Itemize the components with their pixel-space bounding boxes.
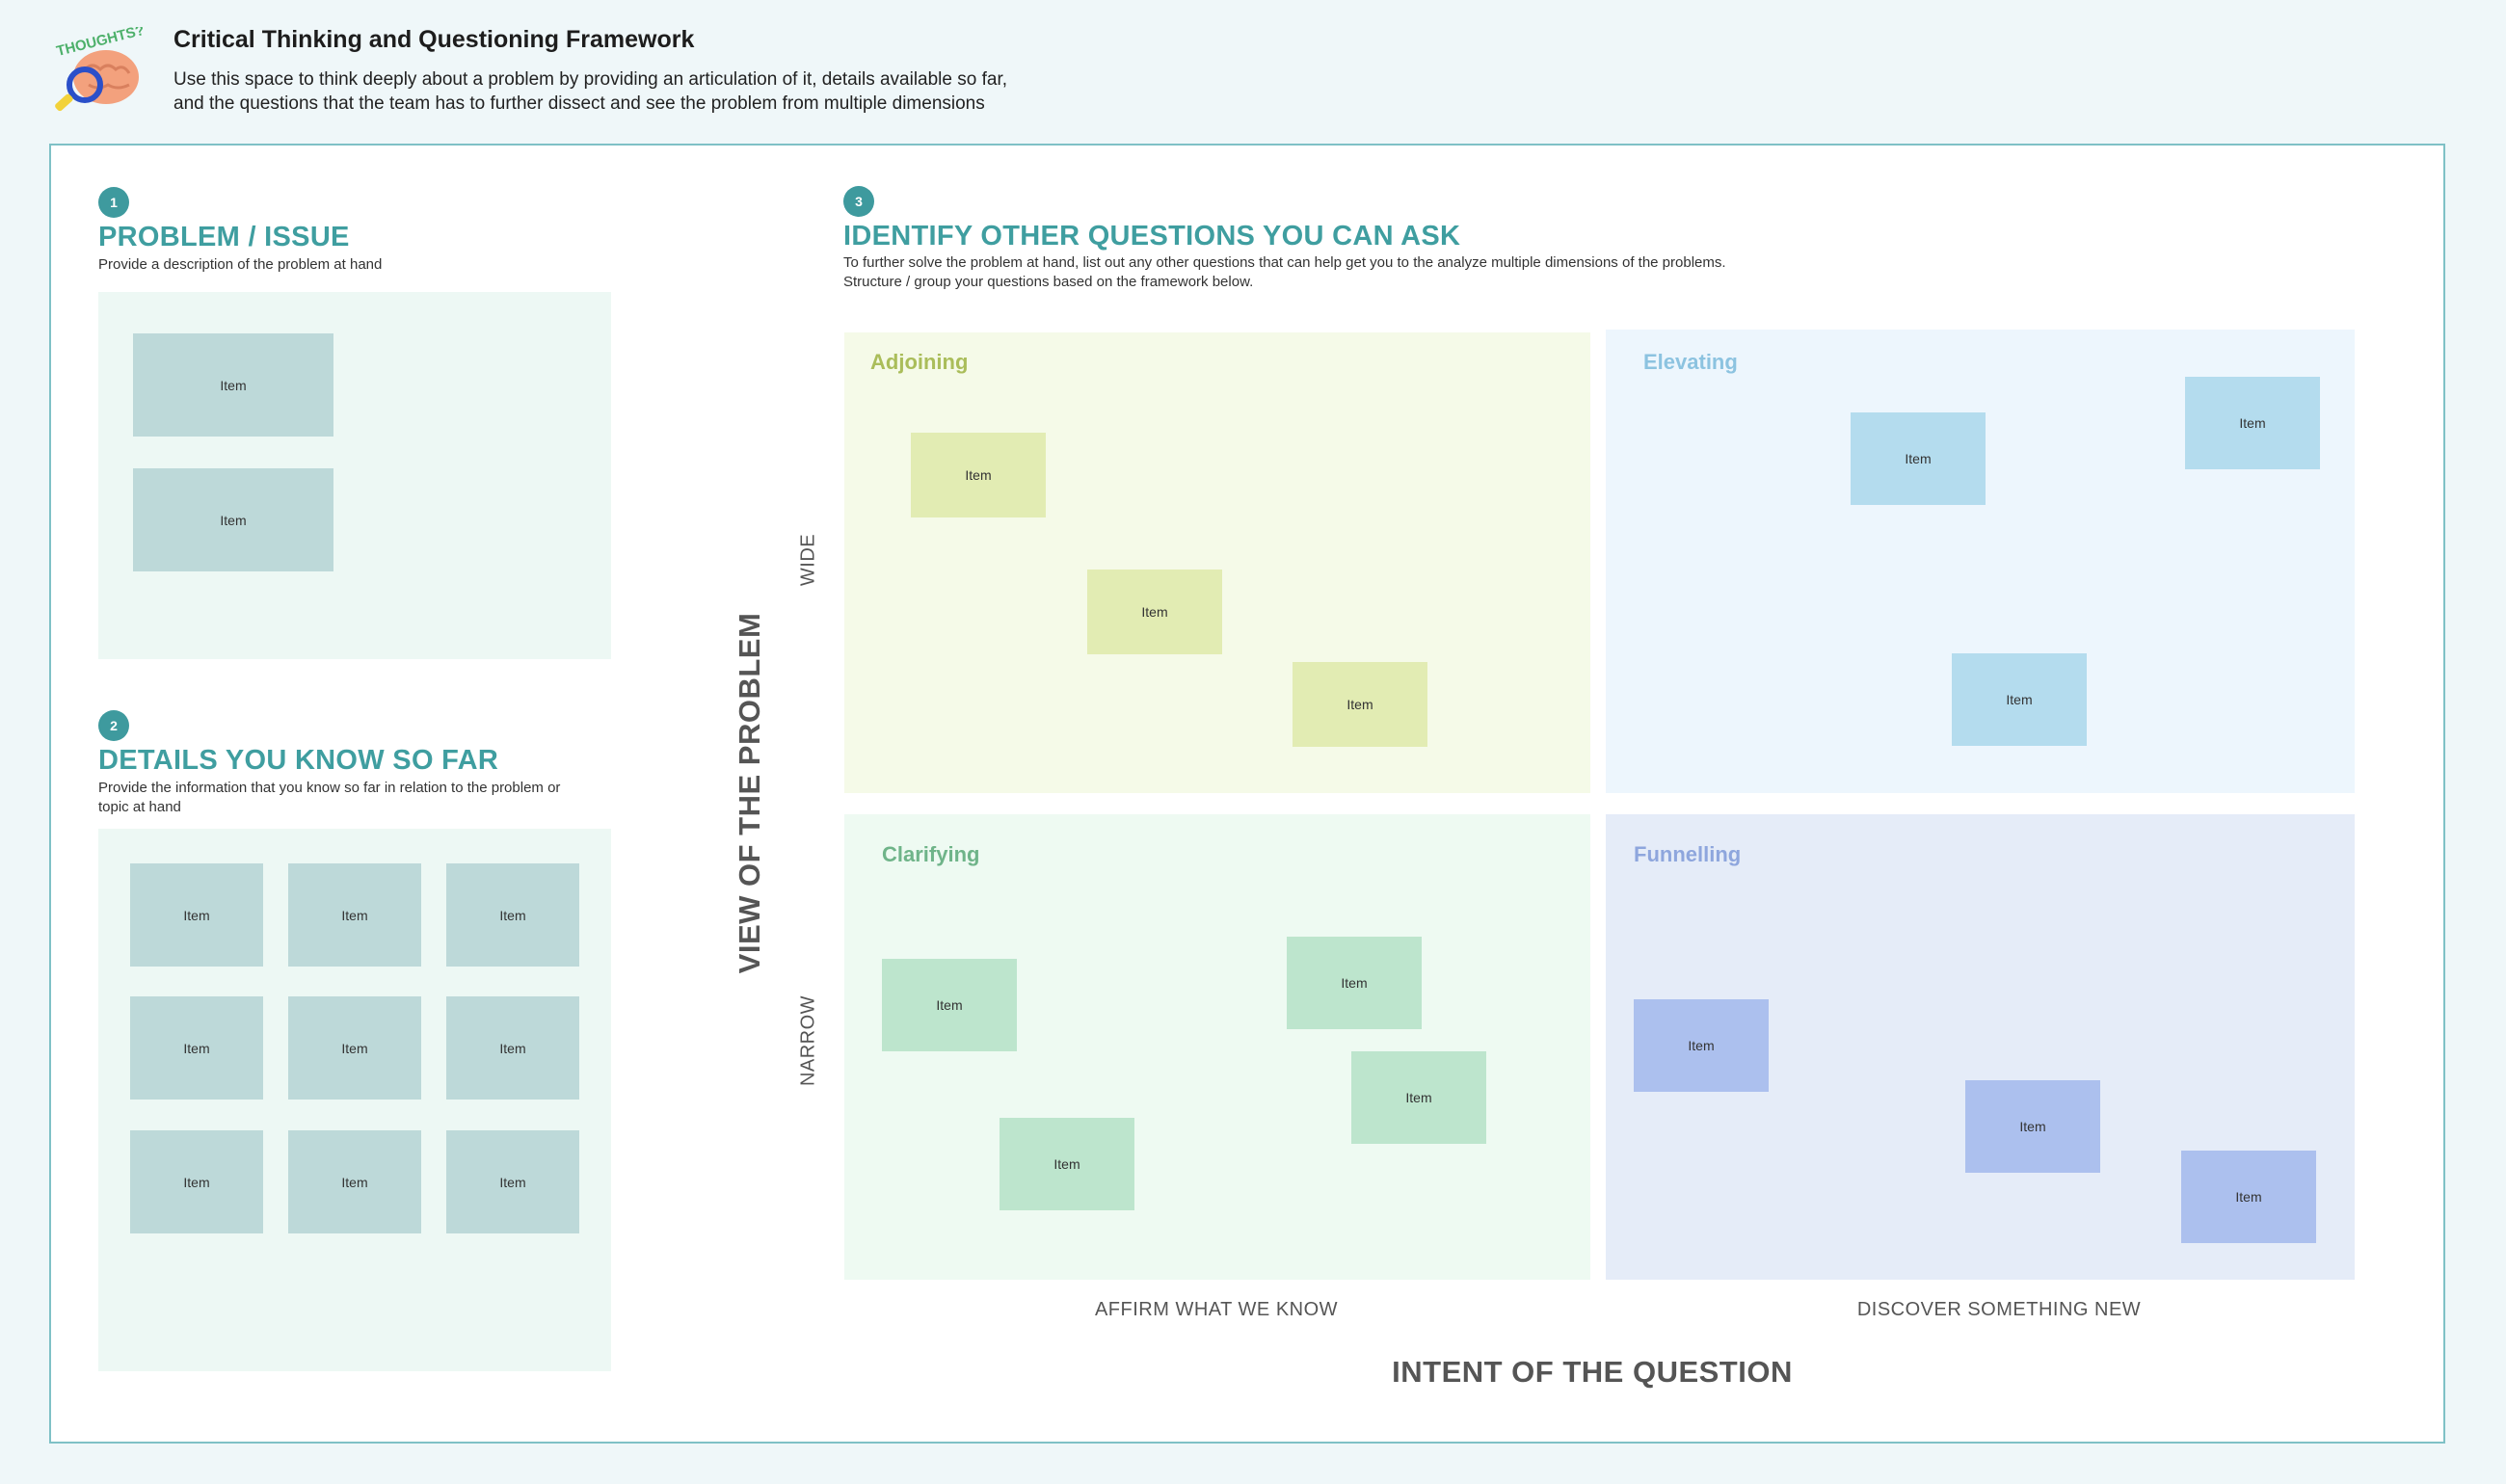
page-description-line-1: Use this space to think deeply about a p… xyxy=(173,69,1008,90)
y-axis-top-label: WIDE xyxy=(797,533,819,587)
quadrant-label-adjoining: Adjoining xyxy=(870,350,969,374)
question-item[interactable]: Item xyxy=(911,433,1046,517)
question-item[interactable]: Item xyxy=(1634,999,1769,1092)
section-3-description: To further solve the problem at hand, li… xyxy=(843,253,2386,292)
thoughts-logo: THOUGHTS? xyxy=(50,22,158,116)
step-1-badge: 1 xyxy=(98,187,129,218)
detail-item[interactable]: Item xyxy=(288,863,421,967)
x-axis-left-label: AFFIRM WHAT WE KNOW xyxy=(1094,1299,1339,1320)
section-3-description-line-2: Structure / group your questions based o… xyxy=(843,274,1254,290)
detail-item[interactable]: Item xyxy=(130,996,263,1100)
question-item[interactable]: Item xyxy=(1087,570,1222,654)
page-title: Critical Thinking and Questioning Framew… xyxy=(173,26,695,53)
detail-item[interactable]: Item xyxy=(446,863,579,967)
question-item[interactable]: Item xyxy=(1287,937,1422,1029)
question-item[interactable]: Item xyxy=(2181,1151,2316,1243)
question-item[interactable]: Item xyxy=(2185,377,2320,469)
section-2-title: DETAILS YOU KNOW SO FAR xyxy=(98,745,499,776)
details-area[interactable]: Item Item Item Item Item Item Item Item … xyxy=(98,829,611,1371)
section-2-description-line-2: topic at hand xyxy=(98,799,181,815)
x-axis-title: INTENT OF THE QUESTION xyxy=(1392,1355,1793,1389)
page-description-line-2: and the questions that the team has to f… xyxy=(173,93,985,114)
question-item[interactable]: Item xyxy=(1000,1118,1134,1210)
problem-area[interactable]: Item Item xyxy=(98,292,611,659)
y-axis-title: VIEW OF THE PROBLEM xyxy=(733,612,766,974)
detail-item[interactable]: Item xyxy=(130,863,263,967)
quadrant-clarifying[interactable]: Clarifying Item Item Item Item xyxy=(844,814,1590,1280)
quadrant-funnelling[interactable]: Funnelling Item Item Item xyxy=(1606,814,2355,1280)
question-item[interactable]: Item xyxy=(882,959,1017,1051)
question-item[interactable]: Item xyxy=(1952,653,2087,746)
step-2-badge: 2 xyxy=(98,710,129,741)
detail-item[interactable]: Item xyxy=(288,996,421,1100)
section-3-description-line-1: To further solve the problem at hand, li… xyxy=(843,254,1726,271)
quadrant-elevating[interactable]: Elevating Item Item Item xyxy=(1606,330,2355,793)
question-item[interactable]: Item xyxy=(1293,662,1427,747)
question-item[interactable]: Item xyxy=(1851,412,1986,505)
detail-item[interactable]: Item xyxy=(288,1130,421,1233)
detail-item[interactable]: Item xyxy=(130,1130,263,1233)
question-item[interactable]: Item xyxy=(1351,1051,1486,1144)
section-2-description: Provide the information that you know so… xyxy=(98,779,638,817)
question-item[interactable]: Item xyxy=(1965,1080,2100,1173)
quadrant-adjoining[interactable]: Adjoining Item Item Item xyxy=(844,332,1590,793)
problem-item[interactable]: Item xyxy=(133,333,333,437)
section-3-title: IDENTIFY OTHER QUESTIONS YOU CAN ASK xyxy=(843,221,1461,252)
page-description: Use this space to think deeply about a p… xyxy=(173,67,1137,116)
problem-item[interactable]: Item xyxy=(133,468,333,571)
quadrant-label-funnelling: Funnelling xyxy=(1634,842,1742,866)
section-2-description-line-1: Provide the information that you know so… xyxy=(98,780,561,796)
section-1-description: Provide a description of the problem at … xyxy=(98,256,383,273)
step-3-badge: 3 xyxy=(843,186,874,217)
detail-item[interactable]: Item xyxy=(446,1130,579,1233)
quadrant-label-elevating: Elevating xyxy=(1643,350,1738,374)
section-1-title: PROBLEM / ISSUE xyxy=(98,222,350,252)
quadrant-label-clarifying: Clarifying xyxy=(882,842,980,866)
x-axis-right-label: DISCOVER SOMETHING NEW xyxy=(1856,1299,2142,1320)
detail-item[interactable]: Item xyxy=(446,996,579,1100)
y-axis-bottom-label: NARROW xyxy=(797,994,819,1087)
